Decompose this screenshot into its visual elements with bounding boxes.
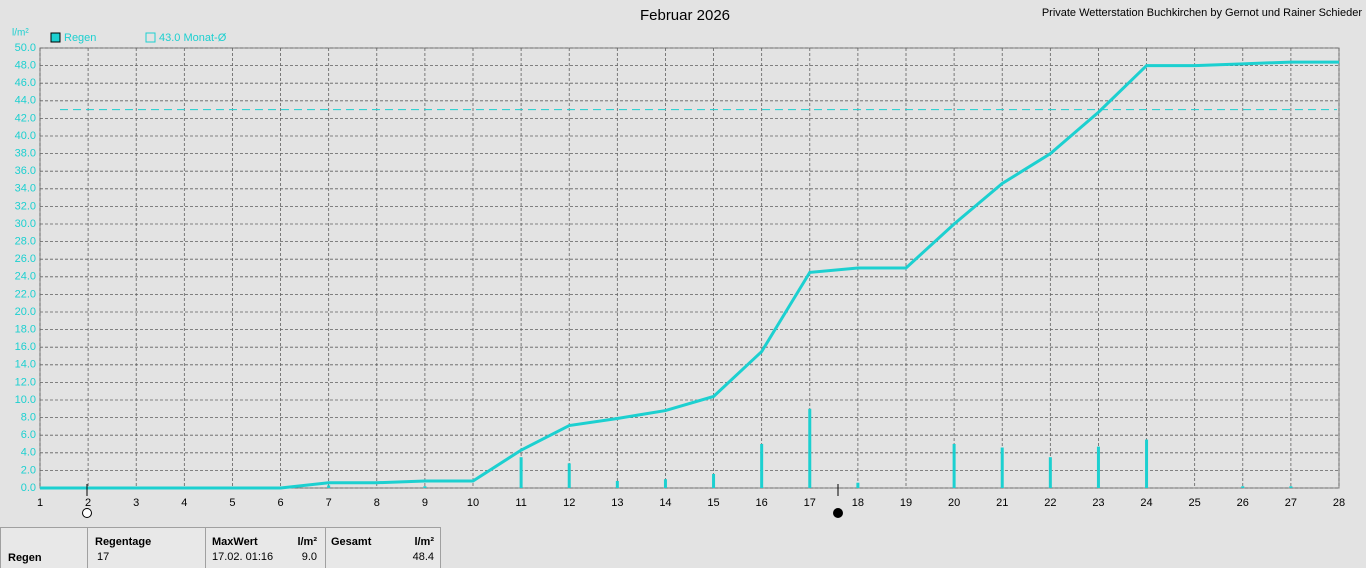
x-tick-label: 7 (326, 497, 332, 509)
y-tick-label: 2.0 (21, 464, 36, 476)
x-tick-label: 8 (374, 497, 380, 509)
y-tick-label: 28.0 (15, 236, 36, 248)
cell: 48.4 (413, 551, 434, 563)
cell: 17 (97, 551, 109, 563)
row-label: Regen (8, 552, 42, 564)
y-tick-label: 4.0 (21, 447, 36, 459)
x-tick-label: 17 (804, 497, 816, 509)
legend-swatch (145, 32, 156, 43)
x-tick-label: 26 (1237, 497, 1249, 509)
x-tick-label: 10 (467, 497, 479, 509)
y-tick-label: 36.0 (15, 165, 36, 177)
daily-bar (519, 457, 523, 488)
header: l/m² (414, 536, 434, 548)
daily-bar (760, 444, 764, 488)
x-tick-label: 21 (996, 497, 1008, 509)
daily-bar (1048, 457, 1052, 488)
daily-bar (1289, 486, 1293, 488)
y-tick-label: 10.0 (15, 394, 36, 406)
x-tick-label: 15 (707, 497, 719, 509)
x-tick-label: 16 (756, 497, 768, 509)
source: Private Wetterstation Buchkirchen by Ger… (1042, 7, 1363, 19)
table-frame (0, 527, 441, 568)
chart-title: Februar 2026 (640, 7, 730, 24)
cell: 9.0 (302, 551, 317, 563)
legend-label: 43.0 Monat-Ø (159, 32, 227, 44)
y-tick-label: 50.0 (15, 42, 36, 54)
y-tick-label: 14.0 (15, 359, 36, 371)
y-tick-label: 38.0 (15, 148, 36, 160)
x-tick-label: 14 (659, 497, 671, 509)
y-tick-label: 6.0 (21, 429, 36, 441)
x-tick-label: 28 (1333, 497, 1345, 509)
y-tick-label: 34.0 (15, 183, 36, 195)
y-tick-label: 30.0 (15, 218, 36, 230)
y-tick-label: 26.0 (15, 253, 36, 265)
x-tick-label: 11 (515, 497, 526, 509)
header: l/m² (297, 536, 317, 548)
y-tick-label: 12.0 (15, 376, 36, 388)
header: Gesamt (331, 536, 372, 548)
daily-bar (567, 463, 571, 488)
daily-bar (712, 473, 716, 488)
plot: 0.0 2.0 4.0 6.0 8.0 10.0 12.0 14.0 16.0 18.0 20.0 2… (15, 42, 1346, 509)
x-tick-label: 23 (1092, 497, 1104, 509)
daily-bar (423, 486, 427, 488)
x-tick-label: 19 (900, 497, 912, 509)
y-tick-label: 32.0 (15, 200, 36, 212)
x-tick-label: 6 (277, 497, 283, 509)
header: MaxWert (212, 536, 258, 548)
y-tick-label: 8.0 (21, 412, 36, 424)
moon-icon (833, 508, 843, 518)
daily-bar (663, 479, 667, 488)
legend-label: Regen (64, 32, 96, 44)
x-tick-label: 20 (948, 497, 960, 509)
daily-bar (1241, 486, 1245, 488)
x-tick-label: 1 (37, 497, 43, 509)
daily-bar (1096, 446, 1100, 488)
y-tick-label: 48.0 (15, 60, 36, 72)
y-tick-label: 46.0 (15, 77, 36, 89)
daily-bar (1000, 447, 1004, 488)
y-tick-label: 20.0 (15, 306, 36, 318)
y-tick-label: 44.0 (15, 95, 36, 107)
moon-icon (82, 508, 92, 518)
x-tick-label: 24 (1140, 497, 1152, 509)
daily-bar (1145, 439, 1149, 488)
y-tick-label: 16.0 (15, 341, 36, 353)
daily-bar (327, 485, 331, 488)
x-tick-label: 2 (85, 497, 91, 509)
y-unit: l/m² (12, 28, 29, 39)
y-tick-label: 18.0 (15, 324, 36, 336)
x-tick-label: 22 (1044, 497, 1056, 509)
y-tick-label: 40.0 (15, 130, 36, 142)
x-tick-label: 5 (229, 497, 235, 509)
x-tick-label: 12 (563, 497, 575, 509)
x-tick-label: 3 (133, 497, 139, 509)
x-tick-label: 18 (852, 497, 864, 509)
daily-bar (808, 408, 812, 488)
x-tick-label: 13 (611, 497, 623, 509)
daily-bar (952, 444, 956, 488)
y-tick-label: 22.0 (15, 288, 36, 300)
x-tick-label: 4 (181, 497, 187, 509)
daily-bar (856, 482, 860, 488)
summary-table: Regen Regentage MaxWert l/m² Gesamt l/m²… (0, 527, 441, 568)
daily-bar (615, 480, 619, 488)
x-tick-label: 25 (1189, 497, 1201, 509)
y-tick-label: 0.0 (21, 482, 36, 494)
legend-swatch (50, 32, 61, 43)
x-tick-label: 27 (1285, 497, 1297, 509)
header: Regentage (95, 536, 151, 548)
cumulative-line (40, 60, 1339, 490)
y-tick-label: 24.0 (15, 271, 36, 283)
cell: 17.02. 01:16 (212, 551, 273, 563)
x-tick-label: 9 (422, 497, 428, 509)
y-tick-label: 42.0 (15, 112, 36, 124)
